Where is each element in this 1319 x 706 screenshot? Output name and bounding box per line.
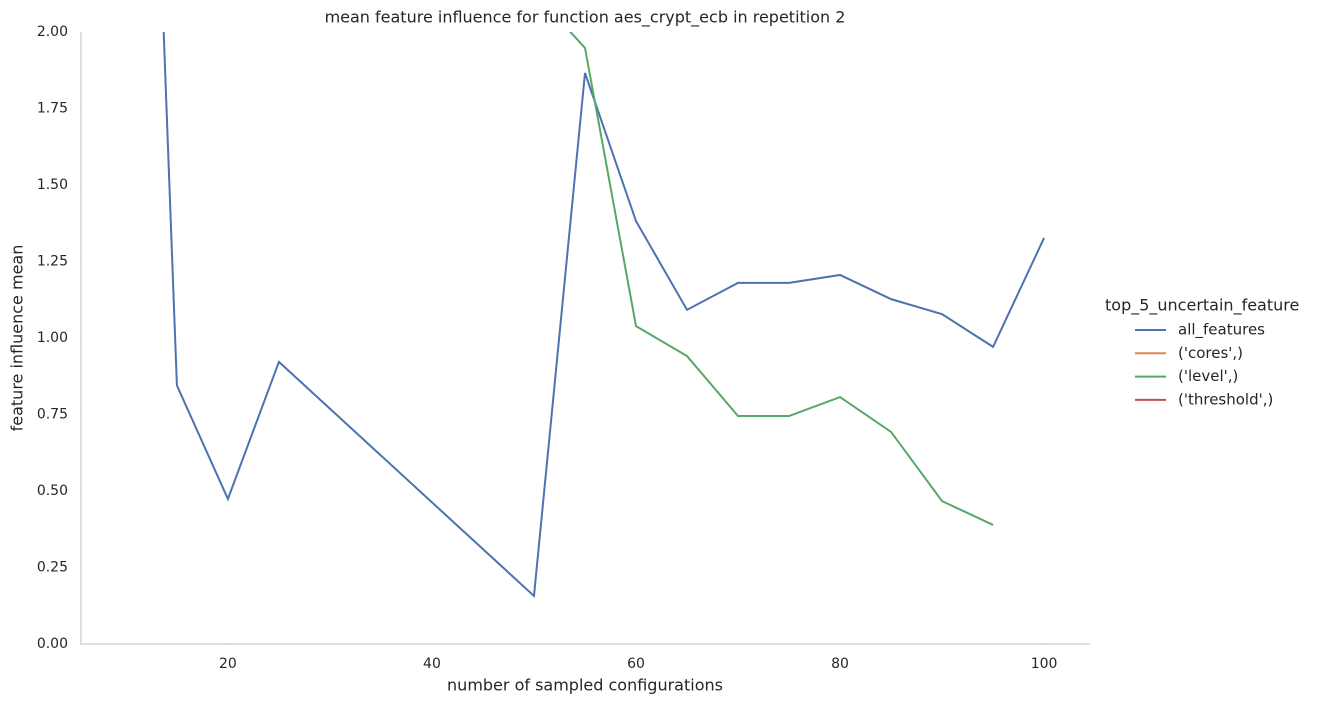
y-axis-label: feature influence mean bbox=[8, 245, 27, 432]
y-tick-label: 0.00 bbox=[37, 636, 68, 652]
y-tick-label: 1.50 bbox=[37, 177, 68, 193]
y-tick-label: 0.75 bbox=[37, 407, 68, 423]
y-tick-label: 0.50 bbox=[37, 483, 68, 499]
chart-title: mean feature influence for function aes_… bbox=[325, 8, 846, 28]
y-tick-label: 1.75 bbox=[37, 101, 68, 117]
y-tick-label: 1.00 bbox=[37, 330, 68, 346]
y-tick-label: 0.25 bbox=[37, 560, 68, 576]
legend-title: top_5_uncertain_feature bbox=[1105, 296, 1299, 316]
y-tick-label: 1.25 bbox=[37, 254, 68, 270]
plot-area bbox=[162, 32, 1045, 599]
series-line bbox=[569, 32, 994, 526]
legend-label: ('cores',) bbox=[1178, 344, 1243, 362]
x-tick-label: 80 bbox=[831, 656, 849, 672]
x-tick-label: 20 bbox=[219, 656, 237, 672]
legend-label: ('level',) bbox=[1178, 367, 1238, 385]
series-line bbox=[162, 32, 1045, 599]
x-tick-label: 100 bbox=[1031, 656, 1058, 672]
x-axis-label: number of sampled configurations bbox=[447, 676, 723, 695]
legend-label: ('threshold',) bbox=[1178, 390, 1273, 408]
x-tick-label: 40 bbox=[423, 656, 441, 672]
y-tick-label: 2.00 bbox=[37, 24, 68, 40]
legend-label: all_features bbox=[1178, 321, 1265, 340]
x-tick-label: 60 bbox=[627, 656, 645, 672]
